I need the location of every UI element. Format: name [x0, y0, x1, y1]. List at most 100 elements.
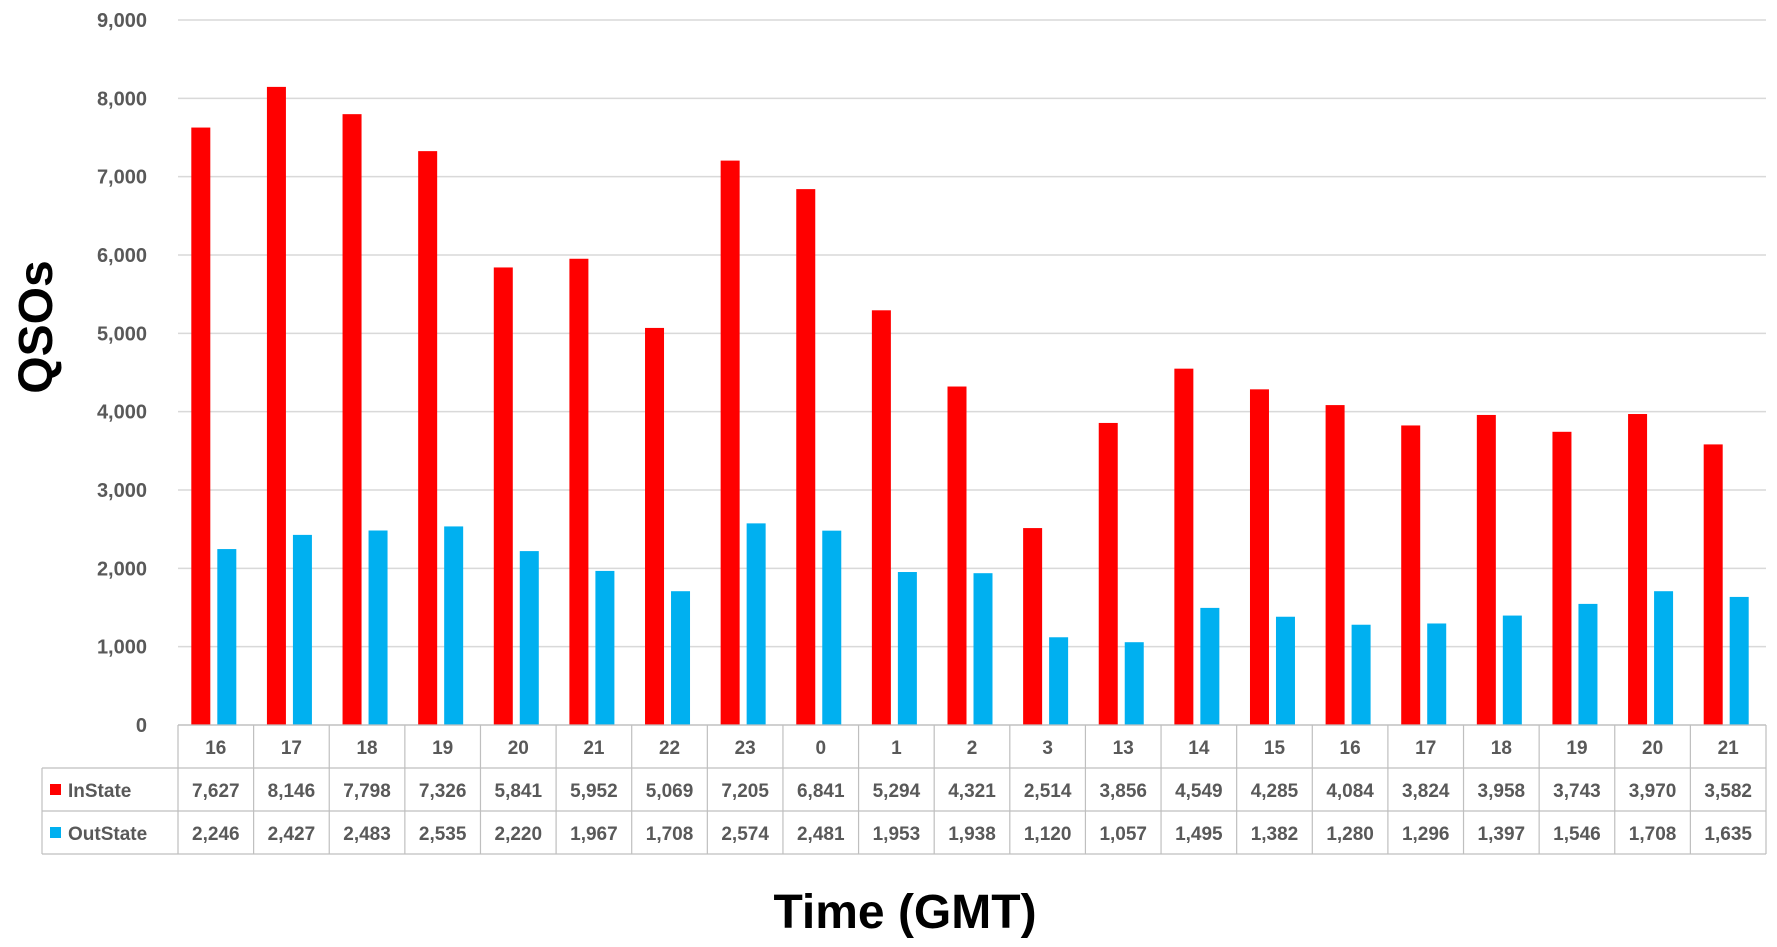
- y-tick-label: 5,000: [97, 323, 147, 345]
- y-tick-label: 0: [136, 715, 147, 737]
- bar-instate-0: [191, 127, 211, 726]
- x-category-label: 21: [1718, 738, 1740, 759]
- data-label-outstate: 2,481: [797, 824, 845, 845]
- x-category-label: 17: [281, 738, 302, 759]
- y-tick-label: 9,000: [97, 10, 147, 32]
- x-category-label: 14: [1188, 738, 1210, 759]
- data-label-instate: 4,549: [1175, 781, 1223, 802]
- data-label-outstate: 1,495: [1175, 824, 1223, 845]
- data-label-outstate: 1,382: [1251, 824, 1299, 845]
- bar-instate-11: [1023, 528, 1043, 725]
- bar-instate-3: [418, 151, 438, 725]
- data-label-outstate: 2,483: [343, 824, 391, 845]
- data-label-instate: 3,824: [1402, 781, 1450, 802]
- x-category-label: 15: [1264, 738, 1286, 759]
- bar-instate-6: [645, 327, 665, 725]
- data-label-instate: 5,294: [873, 781, 921, 802]
- data-label-instate: 7,205: [721, 781, 769, 802]
- bar-instate-1: [266, 86, 286, 725]
- x-category-label: 19: [432, 738, 453, 759]
- data-label-outstate: 1,057: [1099, 824, 1147, 845]
- y-tick-label: 6,000: [97, 245, 147, 267]
- legend-swatch-instate: [50, 784, 61, 795]
- data-label-outstate: 1,120: [1024, 824, 1072, 845]
- bar-outstate-6: [671, 591, 691, 725]
- bar-outstate-7: [746, 523, 766, 725]
- bar-outstate-9: [897, 572, 917, 725]
- y-tick-label: 2,000: [97, 558, 147, 580]
- data-label-instate: 5,841: [495, 781, 543, 802]
- x-category-label: 23: [735, 738, 756, 759]
- bar-instate-17: [1476, 414, 1496, 725]
- data-label-instate: 2,514: [1024, 781, 1072, 802]
- data-label-instate: 8,146: [268, 781, 316, 802]
- bar-instate-15: [1325, 405, 1345, 725]
- data-label-outstate: 2,574: [721, 824, 769, 845]
- data-label-outstate: 2,220: [495, 824, 543, 845]
- bar-outstate-18: [1578, 603, 1598, 725]
- bar-instate-2: [342, 114, 362, 725]
- x-category-label: 18: [1491, 738, 1512, 759]
- y-tick-label: 3,000: [97, 480, 147, 502]
- bar-outstate-16: [1427, 623, 1447, 725]
- bar-outstate-19: [1654, 591, 1674, 725]
- data-label-outstate: 1,938: [948, 824, 996, 845]
- x-category-label: 16: [1340, 738, 1361, 759]
- data-label-outstate: 1,953: [873, 824, 921, 845]
- bar-instate-14: [1249, 389, 1269, 725]
- data-label-instate: 4,321: [948, 781, 996, 802]
- data-label-outstate: 1,546: [1553, 824, 1601, 845]
- y-tick-label: 7,000: [97, 167, 147, 189]
- bar-outstate-15: [1351, 624, 1371, 725]
- legend-swatch-outstate: [50, 827, 61, 838]
- data-label-instate: 7,798: [343, 781, 391, 802]
- legend-label-instate: InState: [68, 781, 131, 802]
- bar-instate-18: [1552, 431, 1572, 725]
- data-label-instate: 3,743: [1553, 781, 1601, 802]
- bar-instate-19: [1628, 414, 1648, 725]
- data-label-instate: 3,856: [1099, 781, 1147, 802]
- data-label-outstate: 2,535: [419, 824, 467, 845]
- x-category-label: 20: [1642, 738, 1663, 759]
- bar-instate-7: [720, 160, 740, 725]
- x-category-label: 22: [659, 738, 680, 759]
- data-label-outstate: 2,427: [268, 824, 316, 845]
- data-label-instate: 3,970: [1629, 781, 1677, 802]
- x-category-label: 13: [1113, 738, 1134, 759]
- bar-outstate-8: [822, 530, 842, 725]
- x-category-label: 17: [1415, 738, 1436, 759]
- bar-outstate-12: [1124, 642, 1144, 725]
- bars: [191, 86, 1749, 726]
- x-category-label: 2: [967, 738, 978, 759]
- bar-outstate-13: [1200, 607, 1220, 725]
- bar-instate-8: [796, 189, 816, 725]
- bar-outstate-2: [368, 530, 388, 725]
- bar-outstate-3: [444, 526, 464, 725]
- x-category-label: 3: [1042, 738, 1053, 759]
- bar-instate-13: [1174, 368, 1194, 725]
- data-label-outstate: 1,708: [1629, 824, 1677, 845]
- bar-instate-16: [1401, 425, 1421, 725]
- bar-outstate-20: [1729, 596, 1749, 725]
- data-label-instate: 5,069: [646, 781, 694, 802]
- y-axis-ticks: 0 1,000 2,000 3,000 4,000 5,000 6,000 7,000 8,00…: [97, 10, 147, 737]
- data-label-outstate: 1,635: [1704, 824, 1752, 845]
- data-label-outstate: 1,280: [1326, 824, 1374, 845]
- data-label-outstate: 1,397: [1478, 824, 1526, 845]
- x-category-label: 1: [891, 738, 902, 759]
- data-label-instate: 7,627: [192, 781, 240, 802]
- data-label-instate: 3,582: [1704, 781, 1752, 802]
- data-label-outstate: 2,246: [192, 824, 240, 845]
- bar-instate-5: [569, 258, 589, 725]
- legend-label-outstate: OutState: [68, 824, 147, 845]
- x-category-label: 18: [356, 738, 377, 759]
- bar-outstate-1: [292, 534, 312, 725]
- y-axis-title: QSOs: [10, 260, 63, 393]
- bar-instate-20: [1703, 444, 1723, 725]
- bar-instate-12: [1098, 422, 1118, 725]
- data-label-outstate: 1,967: [570, 824, 618, 845]
- bar-instate-10: [947, 386, 967, 725]
- bar-instate-4: [493, 267, 513, 725]
- data-label-instate: 5,952: [570, 781, 618, 802]
